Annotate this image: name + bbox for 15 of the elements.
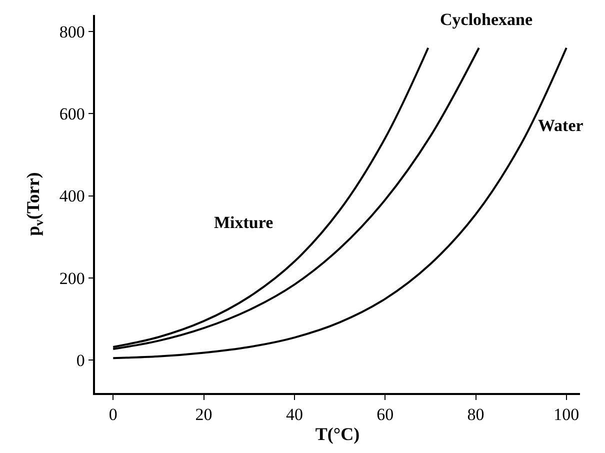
- y-tick-label: 200: [59, 268, 85, 288]
- x-tick-label: 60: [376, 405, 394, 424]
- series-label: Water: [538, 116, 584, 135]
- y-tick-label: 800: [59, 22, 85, 42]
- x-tick-label: 40: [286, 405, 303, 424]
- x-tick-label: 100: [554, 405, 580, 424]
- y-tick-label: 600: [59, 104, 85, 124]
- y-tick-label: 400: [59, 186, 85, 206]
- x-axis-title: T(°C): [315, 424, 360, 444]
- series-label: Cyclohexane: [440, 10, 533, 29]
- x-tick-label: 20: [195, 405, 212, 424]
- x-tick-label: 80: [467, 405, 484, 424]
- x-tick-label: 0: [108, 405, 118, 424]
- text: Mixture: [214, 213, 274, 232]
- y-tick-label: 0: [76, 351, 85, 370]
